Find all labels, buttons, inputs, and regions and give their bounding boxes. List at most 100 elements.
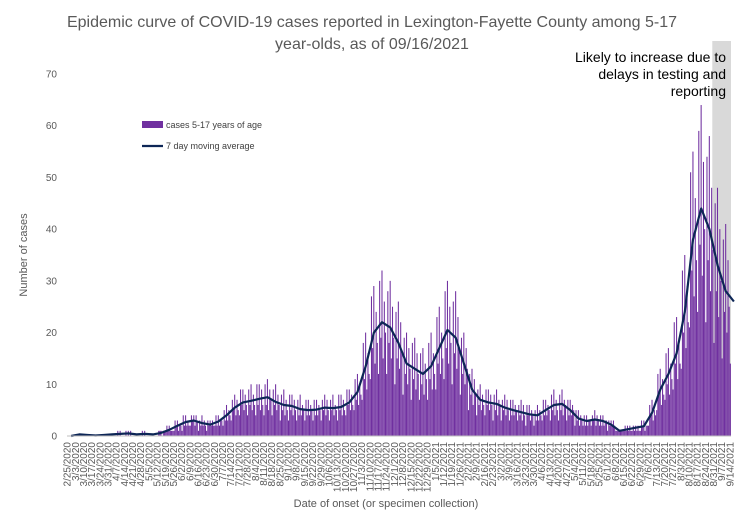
- case-bar: [342, 399, 344, 436]
- case-bar: [446, 280, 448, 436]
- case-bar: [483, 404, 485, 436]
- case-bar: [339, 410, 341, 436]
- x-tick-label: 4/7/2020: [112, 442, 123, 481]
- case-bar: [621, 430, 623, 436]
- case-bar: [444, 291, 446, 436]
- case-bar: [263, 415, 265, 436]
- case-bar: [335, 410, 337, 436]
- x-tick-label: 4/13/2021: [545, 442, 556, 487]
- case-bar: [708, 136, 710, 437]
- x-tick-label: 4/20/2021: [554, 442, 565, 487]
- case-bar: [220, 420, 222, 436]
- case-bar: [238, 415, 240, 436]
- case-bar: [265, 404, 267, 436]
- case-bar: [272, 389, 274, 436]
- case-bar: [228, 410, 230, 436]
- case-bar: [255, 415, 257, 436]
- case-bar: [573, 410, 575, 436]
- case-bar: [680, 368, 682, 436]
- case-bar: [608, 420, 610, 436]
- case-bar: [332, 394, 334, 436]
- case-bar: [245, 404, 247, 436]
- case-bar: [369, 379, 371, 436]
- case-bar: [227, 420, 229, 436]
- case-bar: [318, 404, 320, 436]
- case-bar: [720, 280, 722, 436]
- case-bar: [450, 342, 452, 436]
- case-bar: [600, 415, 602, 436]
- case-bar: [635, 425, 637, 436]
- case-bar: [425, 379, 427, 436]
- case-bar: [480, 410, 482, 436]
- case-bar: [214, 425, 216, 436]
- case-bar: [188, 425, 190, 436]
- case-bar: [486, 404, 488, 436]
- case-bar: [601, 425, 603, 436]
- case-bar: [671, 379, 673, 436]
- x-tick-label: 8/4/2020: [251, 442, 262, 481]
- case-bar: [271, 415, 273, 436]
- case-bar: [464, 384, 466, 436]
- case-bar: [401, 353, 403, 436]
- case-bar: [707, 260, 709, 436]
- case-bar: [687, 322, 689, 436]
- case-bar: [305, 399, 307, 436]
- case-bar: [213, 425, 215, 436]
- case-bar: [583, 415, 585, 436]
- x-tick-label: 6/16/2020: [194, 442, 205, 487]
- x-tick-label: 8/24/2021: [701, 442, 712, 487]
- case-bar: [373, 286, 375, 436]
- case-bar: [669, 394, 671, 436]
- case-bar: [527, 415, 529, 436]
- case-bar: [485, 389, 487, 436]
- case-bar: [421, 384, 423, 436]
- case-bar: [294, 410, 297, 436]
- case-bar: [465, 348, 467, 436]
- case-bar: [451, 384, 453, 436]
- annotation-line1: Likely to increase due to: [575, 49, 726, 65]
- case-bar: [389, 280, 391, 436]
- case-bar: [308, 415, 311, 436]
- case-bar: [632, 425, 634, 436]
- case-bar: [340, 394, 342, 436]
- x-tick-label: 10/6/2020: [324, 442, 335, 487]
- x-tick-label: 9/15/2020: [300, 442, 311, 487]
- case-bar: [453, 353, 455, 436]
- case-bar: [413, 379, 415, 436]
- case-bar: [390, 358, 392, 436]
- case-bar: [580, 415, 582, 436]
- case-bar: [490, 394, 492, 436]
- x-tick-label: 1/26/2021: [455, 442, 466, 487]
- case-bar: [517, 420, 519, 436]
- legend: cases 5-17 years of age 7 day moving ave…: [142, 120, 262, 151]
- x-tick-label: 8/3/2021: [676, 442, 687, 481]
- case-bar: [279, 420, 281, 436]
- case-bar: [718, 317, 720, 436]
- case-bar: [270, 399, 272, 436]
- x-tick-label: 8/17/2021: [693, 442, 704, 487]
- case-bar: [330, 399, 332, 436]
- legend-line-label: 7 day moving average: [166, 141, 255, 151]
- case-bar: [643, 420, 645, 436]
- case-bar: [312, 420, 314, 436]
- case-bar: [333, 415, 335, 436]
- y-axis-ticks: 0 10 20 30 40 50 60 70: [46, 70, 58, 443]
- case-bar: [241, 404, 243, 436]
- x-tick-label: 12/22/2020: [415, 442, 426, 492]
- case-bar: [589, 420, 591, 436]
- case-bar: [186, 425, 188, 436]
- case-bar: [711, 187, 713, 436]
- x-tick-label: 3/17/2020: [87, 442, 98, 487]
- case-bar: [596, 415, 598, 436]
- case-bar: [427, 399, 429, 436]
- case-bar: [216, 425, 218, 436]
- case-bar: [290, 410, 292, 436]
- case-bar: [404, 373, 406, 436]
- case-bar: [554, 415, 556, 436]
- x-tick-label: 2/25/2020: [63, 442, 74, 487]
- case-bar: [167, 430, 169, 436]
- case-bar: [287, 420, 289, 436]
- case-bar: [644, 430, 646, 436]
- case-bar: [418, 399, 420, 436]
- case-bar: [243, 410, 245, 436]
